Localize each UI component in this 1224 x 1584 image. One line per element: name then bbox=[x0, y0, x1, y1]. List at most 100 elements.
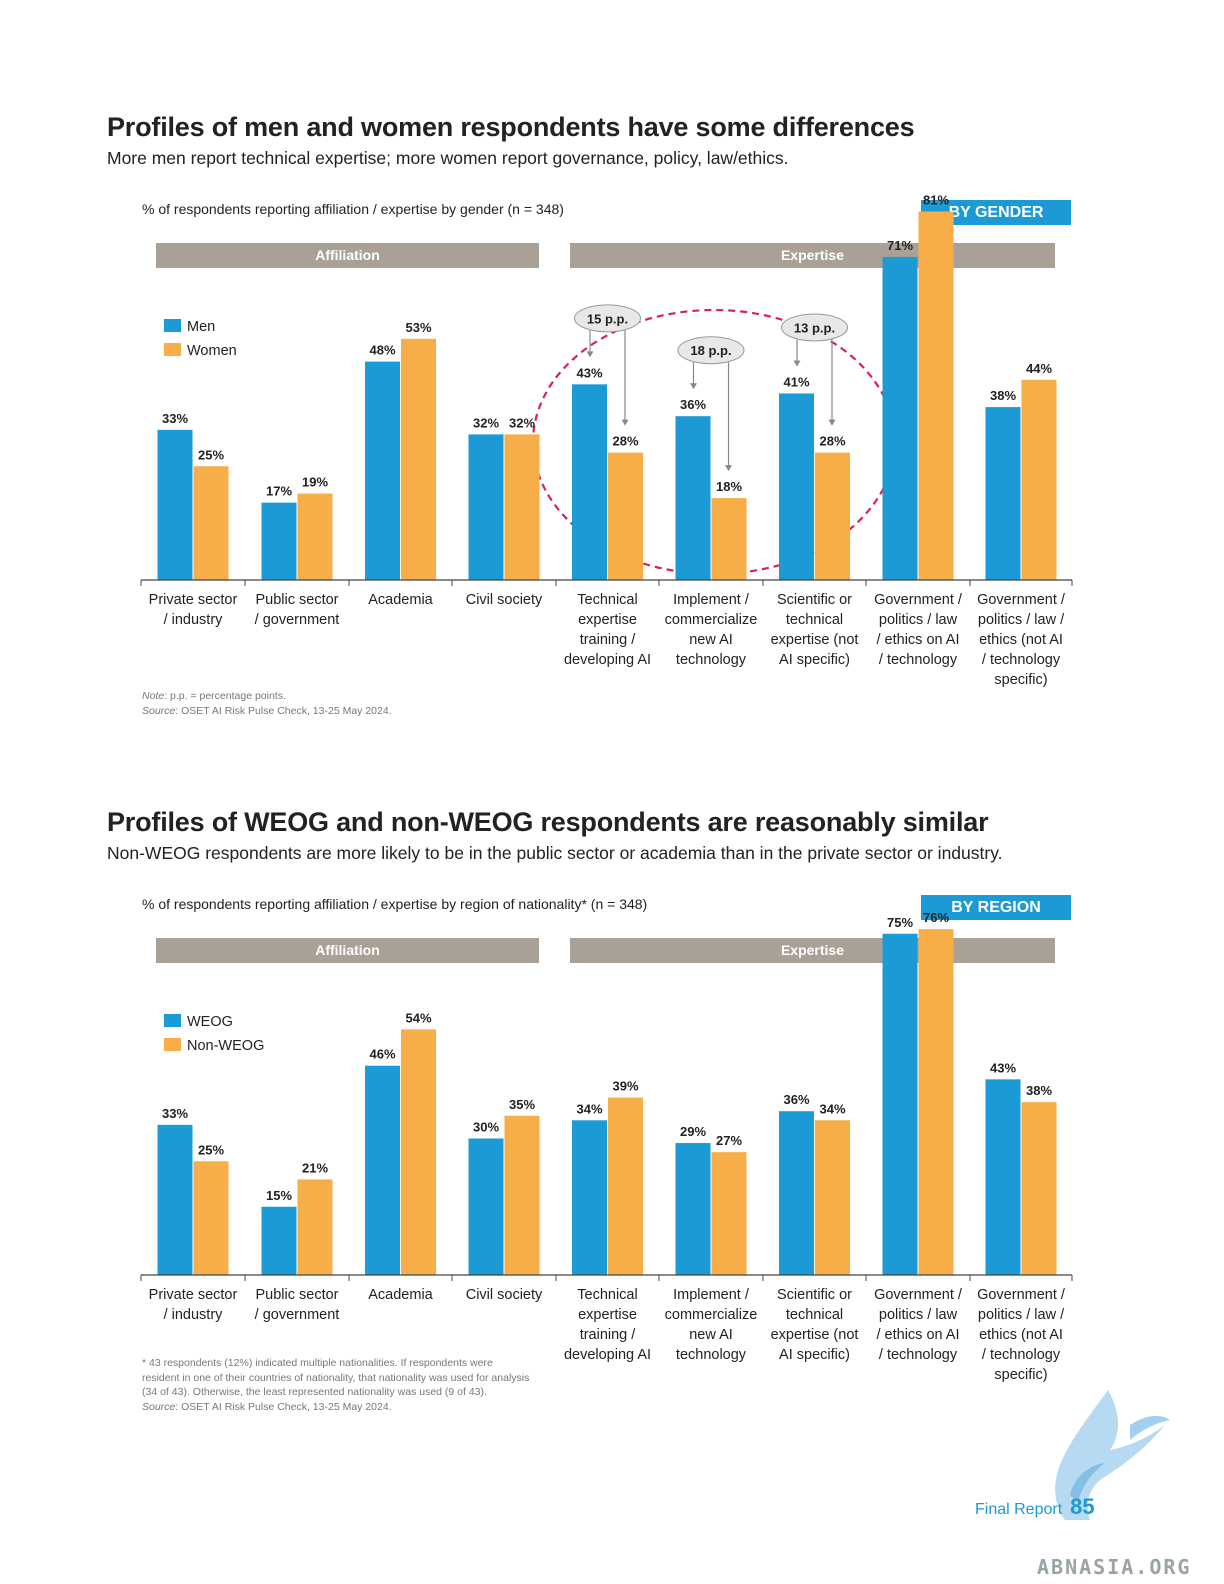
group-header-bar bbox=[156, 243, 539, 268]
legend-swatch bbox=[164, 319, 181, 332]
bar-value-label: 36% bbox=[783, 1092, 809, 1107]
bar-value-label: 43% bbox=[576, 365, 602, 380]
legend-swatch bbox=[164, 343, 181, 356]
group-header-label: Expertise bbox=[781, 942, 844, 958]
section-1-title: Profiles of men and women respondents ha… bbox=[107, 112, 915, 142]
bar bbox=[193, 1161, 229, 1275]
source-text: : OSET AI Risk Pulse Check, 13-25 May 20… bbox=[175, 704, 392, 717]
chart-1: Affiliation Expertise Men Women 33% 25% Privat… bbox=[140, 192, 1073, 688]
category-label: Implement / commercialize new AI technology bbox=[665, 592, 758, 668]
group-header-bar bbox=[570, 243, 1055, 268]
bar-value-label: 34% bbox=[576, 1101, 602, 1116]
bar-value-label: 44% bbox=[1026, 361, 1052, 376]
bar bbox=[608, 1097, 643, 1275]
footnote-line: (34 of 43). Otherwise, the least represe… bbox=[142, 1386, 487, 1398]
chart-1-note: Note: p.p. = percentage points. Source: … bbox=[142, 689, 392, 718]
bar bbox=[261, 1206, 297, 1275]
category-label: Public sector / government bbox=[255, 592, 340, 628]
footnote-line: resident in one of their countries of na… bbox=[142, 1371, 530, 1384]
group-header-bar bbox=[156, 938, 539, 963]
bar bbox=[779, 1111, 814, 1275]
source-text: : OSET AI Risk Pulse Check, 13-25 May 20… bbox=[175, 1400, 392, 1413]
bar-value-label: 81% bbox=[923, 192, 949, 207]
bar-value-label: 32% bbox=[473, 415, 499, 430]
annotation-bubble bbox=[781, 313, 848, 342]
category-label: Private sector / industry bbox=[149, 592, 238, 628]
bar bbox=[882, 256, 918, 580]
bar-value-label: 33% bbox=[162, 411, 188, 426]
bar bbox=[918, 929, 954, 1275]
bar bbox=[1021, 1102, 1057, 1275]
bar bbox=[985, 407, 1021, 580]
chart-1-caption: % of respondents reporting affiliation /… bbox=[142, 201, 564, 217]
category-label: Technical expertise training / developing A… bbox=[564, 1287, 651, 1363]
legend-label: Men bbox=[187, 319, 215, 335]
source-label: Source bbox=[142, 1400, 176, 1413]
bar-value-label: 76% bbox=[923, 910, 949, 925]
bar bbox=[918, 211, 954, 580]
bar bbox=[468, 434, 504, 580]
bar-value-label: 46% bbox=[369, 1047, 395, 1062]
legend-swatch bbox=[164, 1014, 181, 1027]
bar-value-label: 17% bbox=[266, 484, 292, 499]
bar-value-label: 33% bbox=[162, 1106, 188, 1121]
section-1-subtitle: More men report technical expertise; mor… bbox=[107, 148, 789, 168]
group-header-bar bbox=[570, 938, 1055, 963]
bar bbox=[365, 1065, 400, 1275]
footer-label: Final Report bbox=[975, 1501, 1063, 1518]
category-label: Academia bbox=[368, 592, 433, 608]
bar-value-label: 32% bbox=[509, 415, 535, 430]
footer: Final Report 85 bbox=[975, 1494, 1095, 1520]
bar bbox=[675, 416, 711, 580]
chart-2: Affiliation Expertise WEOG Non-WEOG 33% 25% Pr… bbox=[140, 910, 1073, 1383]
bar-value-label: 15% bbox=[266, 1188, 292, 1203]
bar-value-label: 30% bbox=[473, 1120, 499, 1135]
group-header-label: Affiliation bbox=[315, 942, 380, 958]
bar bbox=[157, 429, 193, 580]
footnote-line: * 43 respondents (12%) indicated multipl… bbox=[142, 1357, 493, 1369]
bar-value-label: 71% bbox=[887, 238, 913, 253]
bar-value-label: 75% bbox=[887, 915, 913, 930]
bar bbox=[504, 1115, 540, 1275]
bar-value-label: 38% bbox=[990, 388, 1016, 403]
bar-value-label: 19% bbox=[302, 475, 328, 490]
category-label: Civil society bbox=[466, 1287, 543, 1303]
bar bbox=[711, 498, 747, 580]
category-label: Technical expertise training / developing A… bbox=[564, 592, 651, 668]
category-label: Government / politics / law / ethics on AI… bbox=[874, 592, 963, 668]
bar-value-label: 54% bbox=[405, 1010, 431, 1025]
watermark: ABNASIA.ORG bbox=[1037, 1555, 1192, 1579]
bar-value-label: 53% bbox=[405, 320, 431, 335]
bar bbox=[985, 1079, 1021, 1275]
category-label: Public sector / government bbox=[255, 1287, 340, 1323]
bar bbox=[157, 1124, 193, 1275]
annotation-arrowhead bbox=[690, 383, 697, 390]
annotation-arrowhead bbox=[725, 465, 732, 472]
legend-label: WEOG bbox=[187, 1014, 233, 1030]
category-label: Scientific or technical expertise (not AI s… bbox=[771, 592, 859, 668]
bar bbox=[815, 452, 850, 580]
legend-label: Non-WEOG bbox=[187, 1038, 264, 1054]
annotation-bubble bbox=[677, 336, 745, 365]
source-label: Source bbox=[142, 704, 176, 717]
category-label: Private sector / industry bbox=[149, 1287, 238, 1323]
bar-value-label: 35% bbox=[509, 1097, 535, 1112]
bar bbox=[779, 393, 814, 580]
bar-value-label: 29% bbox=[680, 1124, 706, 1139]
annotation-label: 15 p.p. bbox=[587, 311, 628, 326]
bar-value-label: 25% bbox=[198, 447, 224, 462]
bar-value-label: 48% bbox=[369, 343, 395, 358]
bar bbox=[261, 502, 297, 580]
annotation-arrowhead bbox=[621, 419, 629, 426]
bar bbox=[572, 1120, 607, 1275]
bar-value-label: 36% bbox=[680, 397, 706, 412]
annotation-arrowhead bbox=[586, 351, 594, 358]
bar-value-label: 38% bbox=[1026, 1083, 1052, 1098]
chart-2-footnote: * 43 respondents (12%) indicated multipl… bbox=[142, 1356, 529, 1414]
category-label: Scientific or technical expertise (not AI s… bbox=[771, 1287, 859, 1363]
bar-value-label: 41% bbox=[783, 374, 809, 389]
bar-value-label: 39% bbox=[612, 1079, 638, 1094]
bar bbox=[572, 384, 607, 580]
bar bbox=[401, 1029, 436, 1275]
eagle-logo-icon bbox=[1055, 1390, 1170, 1520]
